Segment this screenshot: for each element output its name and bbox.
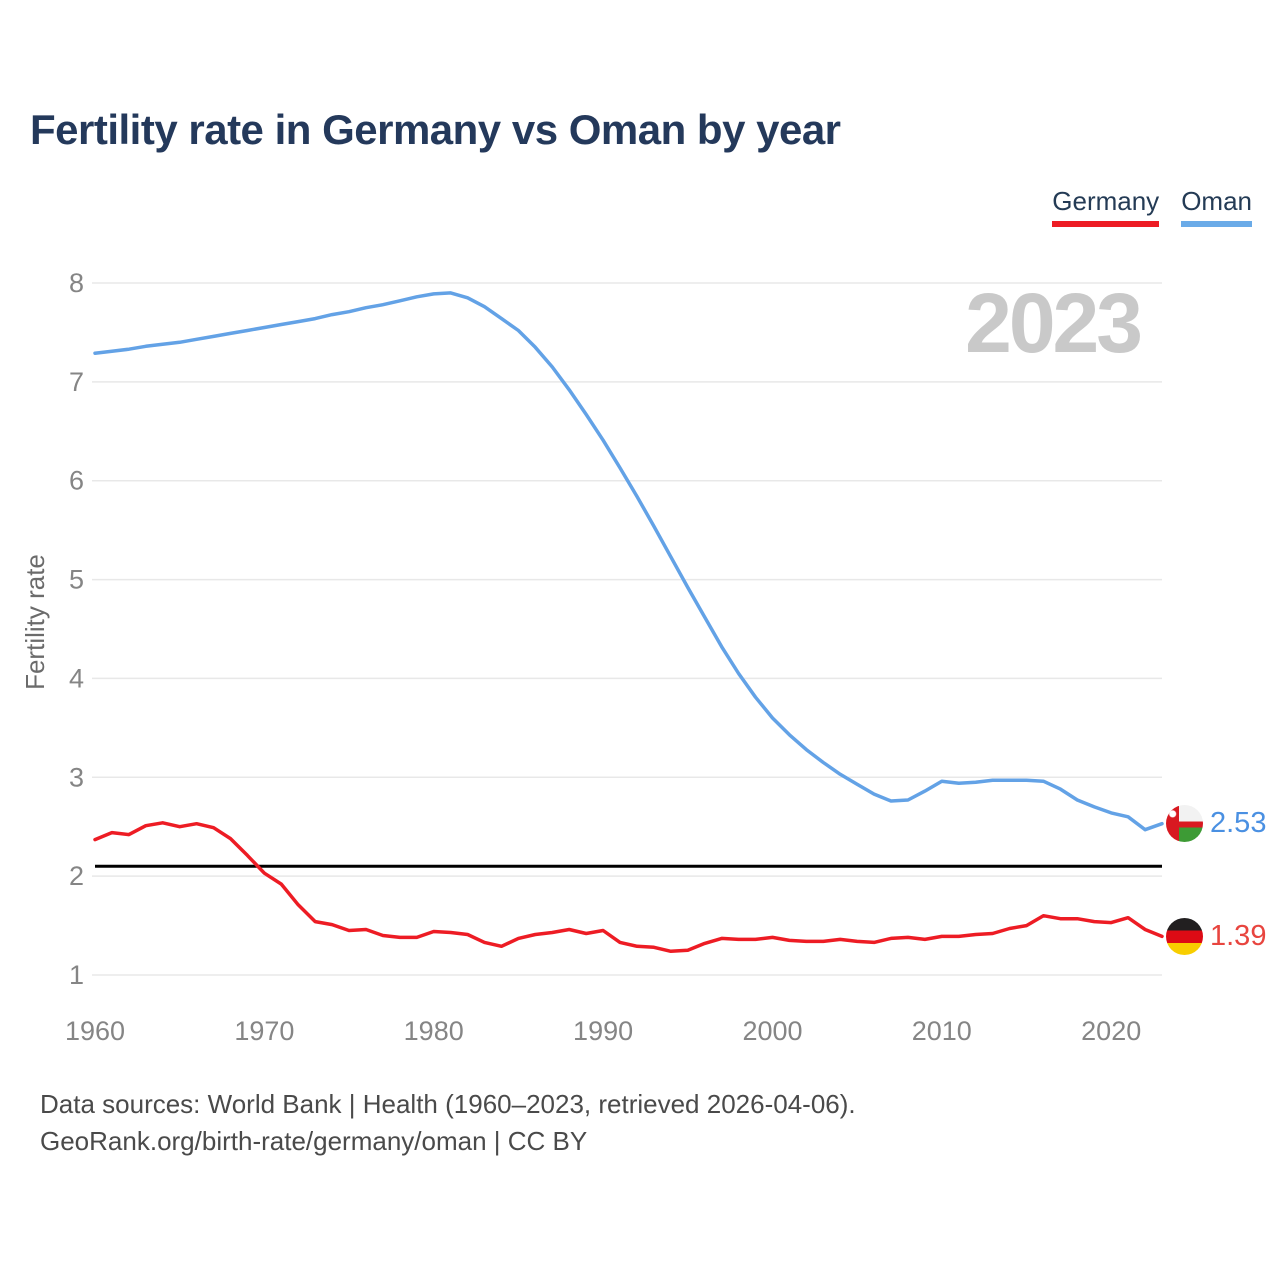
- oman-flag-icon: [1166, 805, 1203, 842]
- germany-flag-icon: [1166, 918, 1203, 955]
- y-tick-label: 8: [69, 268, 84, 298]
- x-tick-label: 2000: [742, 1016, 802, 1046]
- germany-line: [93, 821, 1164, 954]
- legend: Germany Oman: [1052, 186, 1252, 227]
- y-tick-label: 3: [69, 762, 84, 792]
- oman-line: [93, 291, 1164, 832]
- x-tick-label: 1980: [404, 1016, 464, 1046]
- data-source-line: Data sources: World Bank | Health (1960–…: [40, 1089, 856, 1119]
- y-tick-label: 7: [69, 367, 84, 397]
- legend-item-oman[interactable]: Oman: [1181, 186, 1252, 227]
- oman-end-label: 2.53: [1166, 805, 1266, 842]
- legend-item-germany[interactable]: Germany: [1052, 186, 1160, 227]
- watermark-year: 2023: [965, 276, 1140, 370]
- x-tick-label: 2010: [912, 1016, 972, 1046]
- footer: Data sources: World Bank | Health (1960–…: [40, 1086, 856, 1160]
- y-tick-label: 1: [69, 960, 84, 990]
- y-tick-label: 2: [69, 861, 84, 891]
- x-tick-label: 1970: [234, 1016, 294, 1046]
- x-tick-label: 2020: [1081, 1016, 1141, 1046]
- y-tick-label: 4: [69, 663, 84, 693]
- x-tick-label: 1960: [65, 1016, 125, 1046]
- oman-latest-value: 2.53: [1210, 807, 1267, 839]
- germany-latest-value: 1.39: [1210, 920, 1267, 952]
- chart-title: Fertility rate in Germany vs Oman by yea…: [30, 106, 841, 153]
- x-tick-label: 1990: [573, 1016, 633, 1046]
- y-tick-label: 5: [69, 565, 84, 595]
- attribution-line: GeoRank.org/birth-rate/germany/oman | CC…: [40, 1126, 588, 1156]
- y-tick-label: 6: [69, 466, 84, 496]
- y-axis-title: Fertility rate: [20, 554, 50, 690]
- germany-end-label: 1.39: [1166, 918, 1266, 955]
